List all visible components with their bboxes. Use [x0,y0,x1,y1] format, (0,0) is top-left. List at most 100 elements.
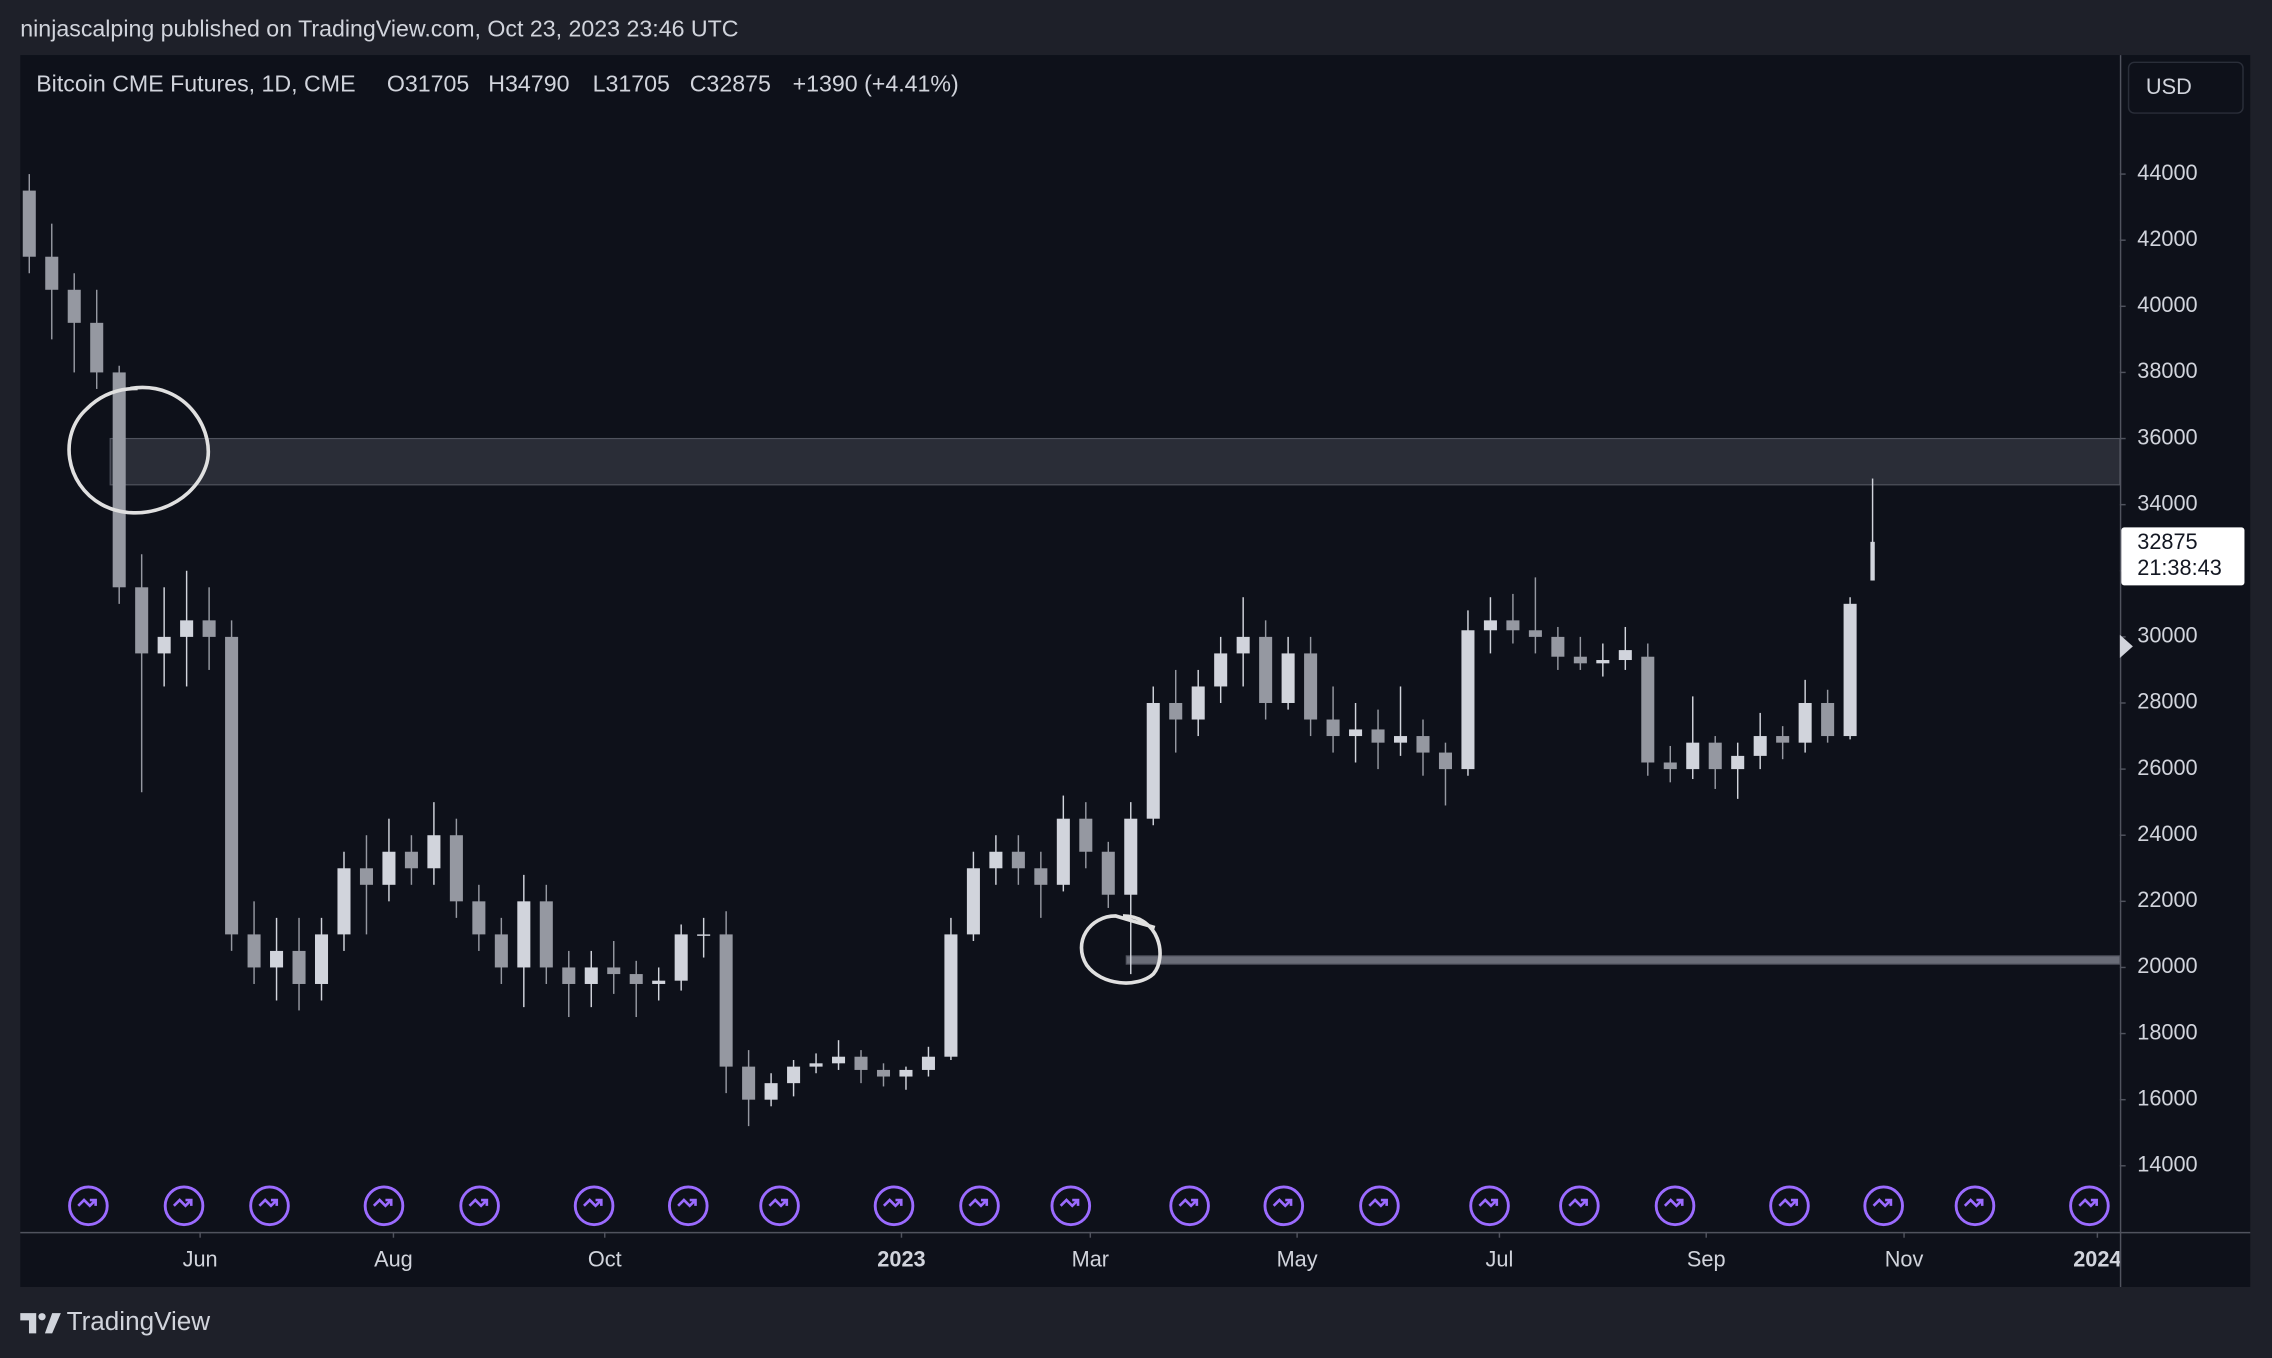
candle-body [1326,719,1340,737]
event-icon-glyph [677,1198,697,1208]
x-tick-label: Nov [1885,1247,1924,1272]
logo-mark [44,1313,61,1334]
candles [22,174,1875,1127]
candle-body [1079,818,1093,852]
event-icon [363,1185,405,1227]
candle-body [719,934,733,1067]
candle-body [539,901,553,968]
candle-body [674,934,688,981]
candle-body [359,868,373,885]
event-icon-glyph [1568,1198,1588,1208]
candle-body [1371,729,1385,743]
event-icon [959,1185,1000,1227]
logo-mark [38,1313,46,1321]
candle-body [112,372,126,588]
event-icon [1050,1185,1092,1227]
legend: Bitcoin CME Futures, 1D, CME O31705 H347… [36,71,959,97]
candle-body [1708,742,1722,770]
x-tick-label: Aug [374,1247,413,1272]
x-axis: Jun Aug Oct 2023 Mar May Jul Sep Nov 2024 [183,1231,2120,1272]
candle-body [1528,630,1542,637]
price-axis [2119,55,2251,1287]
candle-body [629,974,643,984]
candle-body [1798,702,1812,743]
candle-body [1191,686,1205,720]
event-icon-glyph [77,1198,97,1208]
x-tick-label: Jul [1486,1247,1514,1272]
y-tick-label: 20000 [2137,953,2197,978]
event-icon-glyph [1178,1198,1199,1208]
event-icon-glyph [258,1198,279,1208]
candle-body [22,190,36,257]
candle-body [1686,742,1700,770]
candle-body [1573,656,1587,664]
event-icon [1263,1185,1305,1227]
candle-body [180,620,194,637]
candle-body [876,1069,891,1077]
candle-body [1011,851,1025,869]
event-icon [1469,1185,1510,1227]
tradingview-logo: TradingView [20,1306,210,1336]
candle-body [1101,851,1115,895]
candle-body [1618,650,1632,661]
event-icon [573,1185,615,1227]
currency-button[interactable] [2127,61,2244,114]
event-icon-glyph [1272,1198,1293,1208]
candle-body [1146,702,1160,819]
candle-body [1169,702,1183,720]
candle-body [1731,755,1745,770]
event-icon [1559,1185,1600,1227]
event-icon-glyph [1963,1198,1984,1208]
circle-annotation [1079,914,1162,985]
candle-body [1304,653,1318,720]
high-label: H34790 [488,71,569,97]
circle-annotation [67,385,211,515]
candle-body [337,868,351,935]
event-icon [68,1185,109,1227]
scroll-marker [2119,634,2133,658]
event-icon [1169,1185,1210,1227]
event-icon-glyph [468,1198,489,1208]
event-icon-glyph [2078,1198,2098,1208]
event-icon-glyph [882,1198,903,1208]
candle-body [854,1056,868,1070]
candle-body [472,901,486,935]
event-icon-glyph [372,1198,393,1208]
candle-body [1236,636,1250,654]
x-tick-label: Oct [588,1247,622,1272]
currency-label: USD [2146,74,2192,99]
y-tick-label: 30000 [2137,623,2197,648]
candle-body [67,289,81,323]
candle-body [1551,636,1565,657]
y-tick-label: 26000 [2137,755,2197,780]
annotations [67,385,1162,985]
candle-body [427,835,441,869]
event-icon [873,1185,915,1227]
candle-body [1034,868,1048,885]
footer-brand: TradingView [67,1306,211,1336]
y-tick-label: 16000 [2137,1085,2197,1110]
candle-body [1753,736,1767,756]
event-icon [759,1185,800,1227]
x-tick-label: 2023 [877,1247,925,1272]
candle-body [1438,752,1452,770]
candle-body [742,1066,756,1100]
candle-body [247,934,261,968]
candle-body [202,620,216,637]
candle-body [1870,541,1875,581]
event-icon [667,1185,709,1227]
event-icon-glyph [172,1198,193,1208]
y-tick-label: 34000 [2137,490,2197,515]
candle-body [1821,702,1835,737]
y-tick-label: 42000 [2137,226,2197,251]
y-tick-label: 24000 [2137,821,2197,846]
candle-body [966,868,980,935]
y-tick-label: 14000 [2137,1152,2197,1177]
candle-body [584,967,598,984]
candle-body [494,934,508,968]
candle-body [787,1066,801,1084]
candle-body [764,1083,778,1100]
event-icon [2069,1185,2110,1227]
candle-body [944,934,958,1057]
